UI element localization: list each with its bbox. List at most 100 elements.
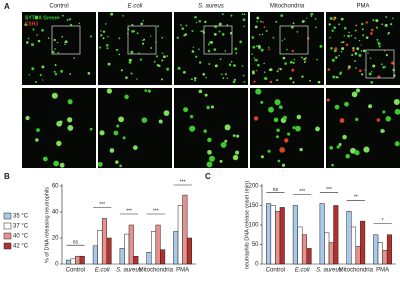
cell <box>360 44 362 46</box>
cell <box>382 110 386 114</box>
cell <box>362 28 364 31</box>
cell <box>36 128 40 132</box>
cell <box>260 20 262 23</box>
cell <box>317 80 321 84</box>
cell <box>52 50 55 54</box>
cell <box>193 79 197 82</box>
cell <box>54 73 58 76</box>
cell <box>106 47 109 50</box>
cell <box>305 17 308 19</box>
cell <box>368 104 373 109</box>
cell <box>393 74 396 77</box>
cell <box>273 117 279 123</box>
cell <box>277 67 280 70</box>
zoom-box <box>279 25 309 55</box>
cell <box>327 68 331 71</box>
bar <box>373 234 379 265</box>
cell <box>274 99 281 106</box>
x-tick-label: Control <box>66 268 85 274</box>
cell <box>372 64 376 68</box>
cell <box>301 56 303 59</box>
cell <box>385 116 391 122</box>
cell <box>384 23 388 27</box>
y-tick-label: 0 <box>255 262 259 268</box>
cell <box>69 23 73 27</box>
cell <box>67 117 73 123</box>
cell <box>166 55 169 57</box>
cell <box>269 80 273 84</box>
cell <box>139 58 143 61</box>
cell <box>303 57 306 61</box>
x-tick-label: Mitochondria <box>139 268 174 274</box>
bar <box>350 226 357 265</box>
bar <box>92 245 98 265</box>
cell <box>221 73 223 76</box>
cell <box>280 14 284 17</box>
cell <box>207 49 211 53</box>
bar <box>279 207 285 265</box>
bar <box>133 255 139 265</box>
bar <box>306 248 312 265</box>
column-label: PMA <box>356 4 369 10</box>
cell <box>189 125 196 132</box>
cell <box>367 52 369 54</box>
cell <box>263 62 265 65</box>
cell <box>157 25 160 28</box>
micrograph <box>98 12 172 85</box>
bar <box>324 232 330 265</box>
cell <box>140 22 143 26</box>
y-tick-label: 20 <box>52 236 59 242</box>
cell <box>256 20 259 23</box>
cell <box>251 53 253 55</box>
cell <box>207 137 212 143</box>
cell <box>53 38 56 42</box>
cell <box>260 48 264 52</box>
significance-label: ** <box>354 195 358 201</box>
cell <box>232 80 236 84</box>
cell <box>214 64 218 68</box>
cell <box>73 57 76 59</box>
bar <box>75 255 81 265</box>
cell <box>292 61 295 65</box>
cell <box>393 99 400 106</box>
cell <box>269 68 273 71</box>
cell <box>380 63 383 66</box>
cell <box>256 16 260 20</box>
y-tick-label: 200 <box>248 184 259 190</box>
cell <box>352 46 355 50</box>
cell <box>57 51 60 54</box>
cell <box>354 150 360 156</box>
cell <box>267 149 271 153</box>
cell <box>100 34 103 37</box>
cell <box>89 35 92 38</box>
cell <box>253 57 256 59</box>
cell <box>241 65 244 67</box>
cell <box>209 41 212 44</box>
cell <box>207 149 212 155</box>
cell <box>53 160 59 167</box>
cell <box>176 36 179 39</box>
cell <box>35 138 39 142</box>
x-tick-label: Control <box>266 268 285 274</box>
cell <box>263 71 266 74</box>
zoom-box <box>51 25 81 55</box>
cell <box>194 15 197 19</box>
cell <box>51 92 58 99</box>
cell <box>390 23 393 26</box>
cell <box>118 37 121 40</box>
cell <box>191 50 195 53</box>
cell <box>362 34 365 37</box>
y-tick-label: 40 <box>52 210 59 216</box>
cell <box>198 19 202 23</box>
cell <box>235 52 238 55</box>
cell <box>235 150 240 155</box>
bar <box>182 194 188 265</box>
cell <box>355 24 358 27</box>
bar <box>333 205 339 265</box>
cell <box>339 71 343 75</box>
cell <box>343 34 346 37</box>
cell <box>226 24 229 26</box>
cell <box>253 116 259 121</box>
cell <box>144 89 148 92</box>
cell <box>292 22 295 25</box>
